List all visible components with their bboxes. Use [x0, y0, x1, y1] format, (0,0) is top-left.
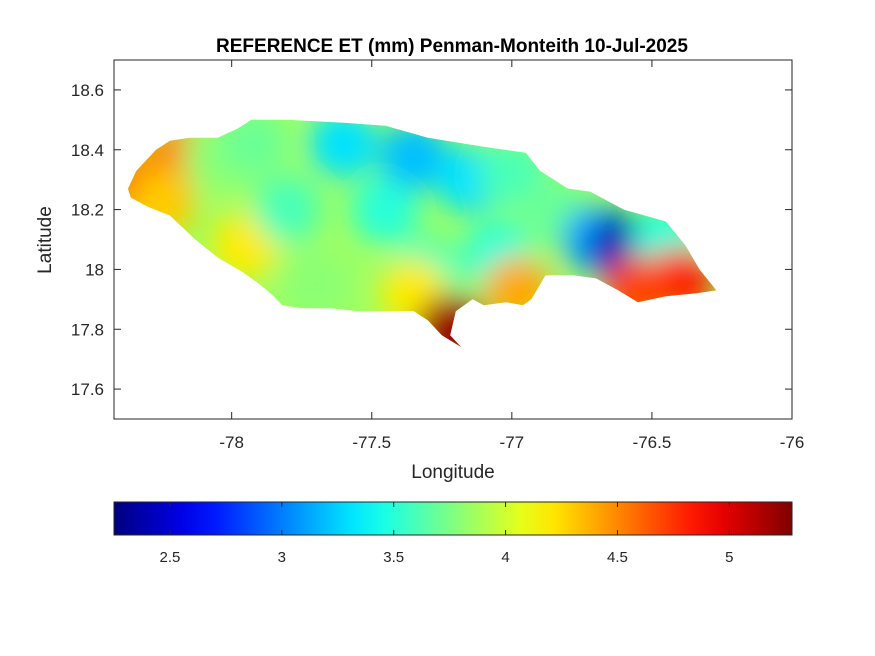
colorbar-tick-label: 3: [278, 549, 286, 566]
colorbar-tick-label: 3.5: [383, 549, 404, 566]
et-sample: [253, 175, 322, 244]
x-tick-label: -76.5: [633, 433, 672, 452]
et-sample: [351, 175, 420, 244]
y-tick-label: 18.4: [71, 141, 104, 160]
y-tick-label: 18.2: [71, 201, 104, 220]
colorbar-ticks: 2.5 3 3.5 4 4.5 5: [160, 502, 734, 566]
colorbar-tick-label: 2.5: [160, 549, 181, 566]
colorbar-tick-label: 5: [725, 549, 733, 566]
y-axis: 17.6 17.8 18 18.2 18.4 18.6: [71, 81, 792, 399]
x-tick-label: -78: [219, 433, 244, 452]
colorbar: [113, 501, 793, 536]
x-axis-label: Longitude: [411, 462, 494, 483]
axes-box: [113, 59, 793, 420]
heatmap-layer: [128, 119, 717, 348]
et-sample: [309, 119, 378, 178]
land-base: [128, 119, 717, 348]
x-tick-label: -76: [780, 433, 805, 452]
colorbar-tick-label: 4: [501, 549, 509, 566]
y-tick-label: 18: [85, 260, 104, 279]
et-sample: [281, 250, 350, 319]
y-axis-label: Latitude: [35, 206, 56, 274]
x-tick-label: -77.5: [352, 433, 391, 452]
x-tick-label: -77: [500, 433, 525, 452]
y-tick-label: 17.8: [71, 320, 104, 339]
et-sample: [379, 121, 448, 190]
colorbar-tick-label: 4.5: [607, 549, 628, 566]
y-tick-label: 18.6: [71, 81, 104, 100]
chart-title: REFERENCE ET (mm) Penman-Monteith 10-Jul…: [216, 36, 688, 57]
y-tick-label: 17.6: [71, 380, 104, 399]
x-axis: -78 -77.5 -77 -76.5 -76: [219, 60, 804, 452]
